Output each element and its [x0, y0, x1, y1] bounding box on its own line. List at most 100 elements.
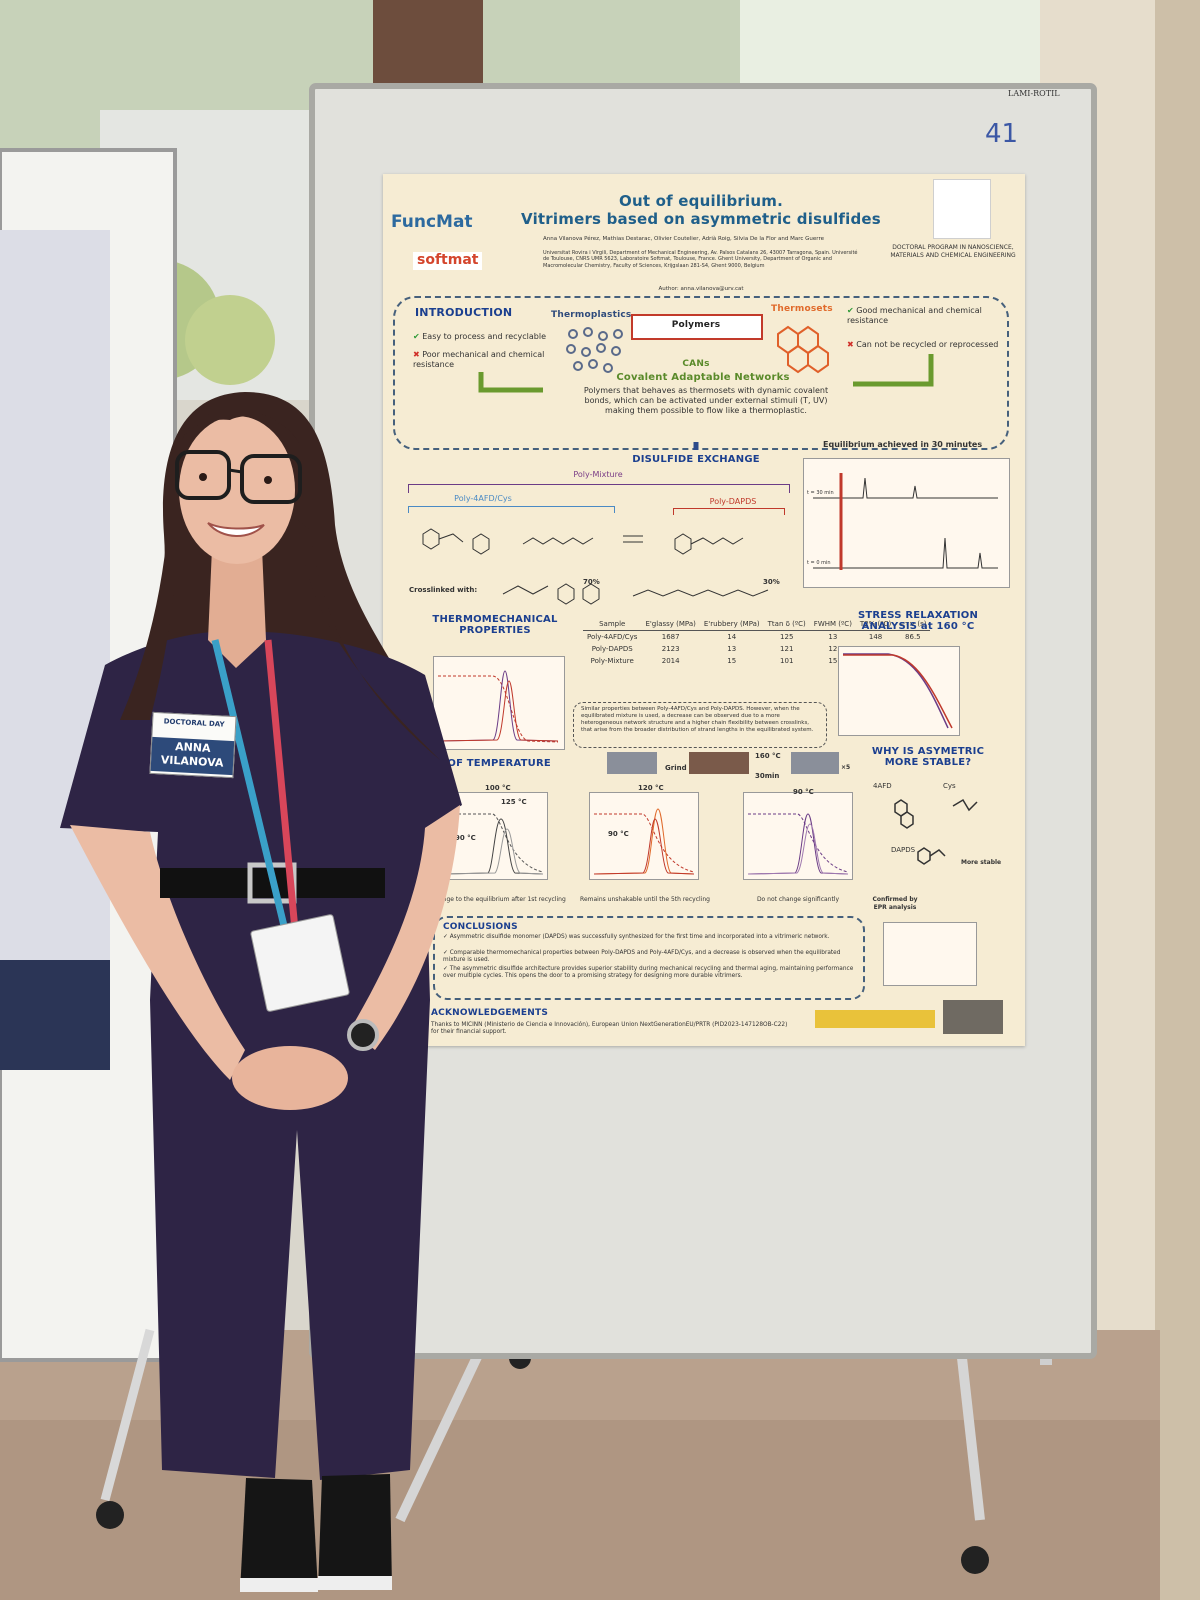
molecule-graphics — [894, 798, 978, 865]
sole — [318, 1576, 392, 1590]
neighbour-poster-footer — [0, 960, 110, 1070]
conclusion-text: The asymmetric disulfide architecture pr… — [443, 966, 854, 980]
conclusion-item: ✓ Asymmetric disulfide monomer (DAPDS) w… — [443, 934, 830, 940]
thermomechanical-heading: THERMOMECHANICAL PROPERTIES — [432, 614, 558, 636]
logo-funcmat: FuncMat — [391, 212, 473, 232]
dma-chart — [433, 656, 565, 750]
conclusion-text: Asymmetric disulfide monomer (DAPDS) was… — [449, 934, 830, 940]
hair — [120, 500, 180, 720]
table-cell: Poly-4AFD/Cys — [587, 633, 638, 641]
board-label: LAMI-ROTIL — [1008, 89, 1060, 98]
poster-affiliations: Universitat Rovira i Virgili, Department… — [543, 250, 858, 269]
molecule-label: 4AFD — [873, 782, 892, 790]
process-step: ×5 — [841, 764, 851, 771]
polymers-arrow — [631, 314, 763, 340]
eye — [199, 473, 207, 481]
conclusions-box — [433, 916, 865, 1000]
poly-4afd-cys: Poly-4AFD/Cys — [454, 494, 512, 503]
table-header-cell: T2% (ºC) — [855, 618, 896, 631]
lanyard — [264, 639, 299, 931]
molecules — [422, 528, 769, 605]
name-badge: DOCTORAL DAY ANNA VILANOVA — [149, 711, 237, 779]
board-number: 41 — [985, 119, 1018, 149]
table-cell: 2123 — [661, 645, 680, 653]
polymers-label: Polymers — [671, 320, 721, 330]
id-card — [250, 914, 350, 1012]
wheel — [96, 1501, 124, 1529]
dma-graphics — [437, 670, 559, 743]
thermoset-network — [777, 325, 829, 374]
intro-item: Good mechanical and chemical resistance — [847, 306, 982, 325]
stress-graphics — [843, 653, 953, 729]
thermoplastic-chains — [566, 327, 623, 373]
intro-item: Can not be recycled or reprocessed — [856, 340, 999, 349]
logo-box — [933, 179, 991, 239]
watch — [347, 1019, 379, 1051]
table-cell: Poly-Mixture — [590, 657, 634, 665]
table-cell: 121 — [780, 645, 794, 653]
equilibrium-note: Equilibrium achieved in 30 minutes — [823, 440, 983, 449]
intro-pro: ✔ Good mechanical and chemical resistanc… — [847, 306, 982, 325]
poly-dapds: Poly-DAPDS — [709, 497, 757, 506]
process-step: 30min — [755, 772, 780, 780]
hands — [232, 1046, 348, 1110]
epr-label: Confirmed by EPR analysis — [872, 896, 918, 911]
temperature-label: 120 °C — [638, 784, 664, 792]
table-header-cell: <τ> (s) — [895, 618, 931, 631]
glasses — [240, 454, 302, 504]
intro-con: ✖ Can not be recycled or reprocessed — [847, 340, 999, 349]
properties-table: Sample E'glassy (MPa) E'rubbery (MPa) Ttan … — [583, 618, 931, 667]
brace — [408, 506, 615, 513]
recycling-caption: Change to the equilibrium after 1st recy… — [431, 896, 566, 903]
intro-pro: ✔ Easy to process and recyclable — [413, 332, 547, 341]
stress-chart — [838, 646, 960, 736]
acknowledgements-text: Thanks to MICINN (Ministerio de Ciencia … — [431, 1022, 788, 1036]
table-header-cell: E'rubbery (MPa) — [699, 618, 764, 631]
doctoral-program: DOCTORAL PROGRAM IN NANOSCIENCE, MATERIA… — [890, 244, 1016, 259]
note-box — [573, 702, 827, 748]
cans-description: Polymers that behaves as thermosets with… — [583, 386, 829, 415]
wall-shadow — [1155, 0, 1200, 1600]
conclusion-item: ✓ The asymmetric disulfide architecture … — [443, 966, 854, 980]
intro-item: Poor mechanical and chemical resistance — [413, 350, 545, 369]
neck — [208, 548, 266, 668]
process-step: 160 °C — [755, 752, 781, 760]
shoe — [318, 1474, 392, 1590]
introduction-box — [393, 296, 1009, 450]
table-cell: 148 — [868, 633, 883, 641]
similarity-note: Similar properties between Poly-4AFD/Cys… — [581, 706, 814, 733]
table-cell: Poly-DAPDS — [591, 645, 633, 653]
thermosets-label: Thermosets — [771, 304, 833, 314]
process-step: Grind — [665, 764, 687, 772]
recycling-caption: Do not change significantly — [756, 896, 840, 903]
fringe — [182, 409, 300, 445]
thermoplastics-label: Thermoplastics — [551, 310, 632, 320]
table-cell: 13 — [828, 633, 838, 641]
temperature-label: 90 °C — [608, 830, 629, 838]
tree — [185, 295, 275, 385]
epr-chart — [883, 922, 977, 986]
cans-label: CANs — [682, 359, 710, 369]
disulfide-heading: DISULFIDE EXCHANGE — [632, 454, 760, 465]
recycling-graphics — [442, 808, 849, 875]
nmr-spectra — [803, 458, 1010, 588]
temperature-label: 90 °C — [793, 788, 814, 796]
table-cell: 13 — [727, 645, 737, 653]
table-cell: 14 — [727, 633, 737, 641]
crosslinked-label: Crosslinked with: — [409, 586, 478, 594]
why-heading: WHY IS ASYMETRIC MORE STABLE? — [871, 746, 985, 768]
molecule-label: Cys — [943, 782, 956, 790]
molecule-label: DAPDS — [891, 846, 916, 854]
funding-logos — [815, 1010, 935, 1028]
crosslinker-ratio: 70% — [583, 578, 600, 586]
stand-leg — [955, 1339, 985, 1521]
smile — [207, 522, 265, 537]
wheel — [961, 1546, 989, 1574]
intro-con: ✖ Poor mechanical and chemical resistanc… — [413, 350, 545, 369]
sample-photo — [791, 752, 839, 774]
temperature-label: 125 °C — [501, 798, 527, 806]
recycling-chart — [589, 792, 699, 880]
poly-mixture: Poly-Mixture — [573, 470, 623, 479]
